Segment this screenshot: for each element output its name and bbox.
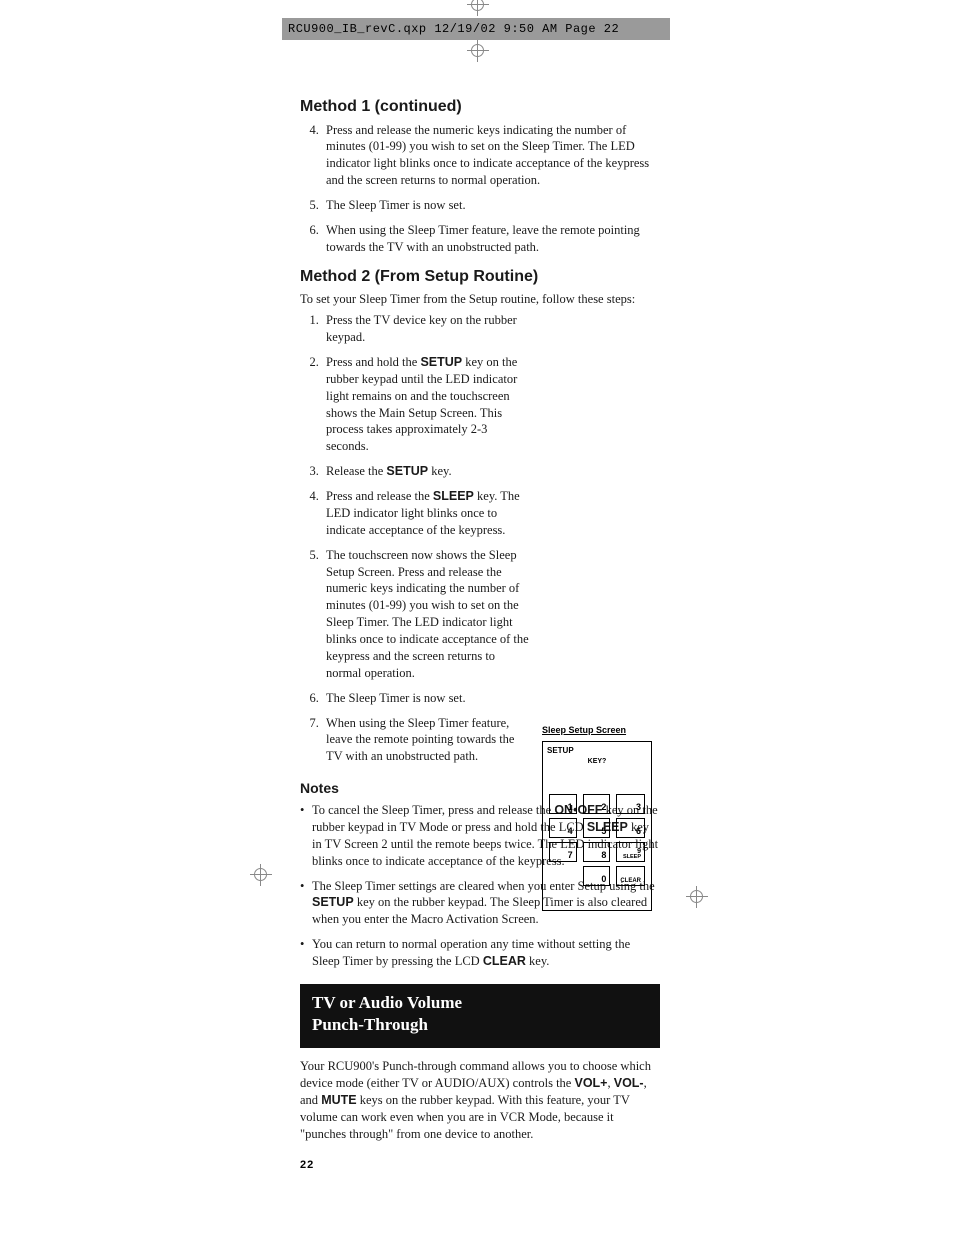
banner-line2: Punch-Through: [312, 1014, 648, 1036]
diagram-key-label: KEY?: [543, 758, 651, 765]
key-6: 6: [616, 818, 645, 838]
key-0: 0: [583, 866, 611, 886]
crop-mark-left: [250, 864, 272, 886]
list-item: The Sleep Timer is now set.: [322, 197, 660, 214]
mute-label: MUTE: [321, 1093, 356, 1107]
key-3: 3: [616, 794, 645, 814]
list-item: Press and release the SLEEP key. The LED…: [322, 488, 530, 539]
key-1: 1: [549, 794, 577, 814]
key-9-sleep: 9SLEEP: [616, 842, 645, 862]
list-item: When using the Sleep Timer feature, leav…: [322, 715, 530, 766]
diagram-screen: SETUP KEY? 1 2 3 4 5 6 7 8 9SLEEP 0 CLEA…: [542, 741, 652, 911]
page-number: 22: [300, 1159, 314, 1171]
list-item: You can return to normal operation any t…: [300, 936, 660, 970]
setup-key-label: SETUP: [420, 355, 462, 369]
list-item: The touchscreen now shows the Sleep Setu…: [322, 547, 530, 682]
page-content: Method 1 (continued) Press and release t…: [300, 96, 660, 1143]
key-2: 2: [583, 794, 611, 814]
list-item: Release the SETUP key.: [322, 463, 530, 480]
key-4: 4: [549, 818, 577, 838]
diagram-keypad: 1 2 3 4 5 6 7 8 9SLEEP 0 CLEAR: [549, 794, 645, 886]
list-item: When using the Sleep Timer feature, leav…: [322, 222, 660, 256]
list-item: The Sleep Timer is now set.: [322, 690, 530, 707]
volminus-label: VOL-: [614, 1076, 644, 1090]
method2-list: Press the TV device key on the rubber ke…: [300, 312, 530, 765]
sleep-key-label: SLEEP: [433, 489, 474, 503]
method2-heading: Method 2 (From Setup Routine): [300, 266, 660, 288]
diagram-caption: Sleep Setup Screen: [542, 725, 660, 735]
key-5: 5: [583, 818, 611, 838]
setup-key-label: SETUP: [312, 895, 354, 909]
diagram-setup-label: SETUP: [547, 746, 574, 755]
key-7: 7: [549, 842, 577, 862]
setup-key-label: SETUP: [386, 464, 428, 478]
list-item: Press and hold the SETUP key on the rubb…: [322, 354, 530, 455]
banner-line1: TV or Audio Volume: [312, 992, 648, 1014]
list-item: Press and release the numeric keys indic…: [322, 122, 660, 190]
method2-intro: To set your Sleep Timer from the Setup r…: [300, 291, 660, 308]
crop-mark-right: [686, 886, 708, 908]
crop-mark-bottom: [467, 0, 489, 16]
key-clear: CLEAR: [616, 866, 645, 886]
list-item: Press the TV device key on the rubber ke…: [322, 312, 530, 346]
sleep-setup-diagram: Sleep Setup Screen SETUP KEY? 1 2 3 4 5 …: [542, 725, 660, 911]
print-header-bar: RCU900_IB_revC.qxp 12/19/02 9:50 AM Page…: [282, 18, 670, 40]
method1-heading: Method 1 (continued): [300, 96, 660, 118]
clear-key-label: CLEAR: [483, 954, 526, 968]
punch-through-para: Your RCU900's Punch-through command allo…: [300, 1058, 660, 1142]
section-banner: TV or Audio Volume Punch-Through: [300, 984, 660, 1048]
method1-list: Press and release the numeric keys indic…: [300, 122, 660, 256]
volplus-label: VOL+: [574, 1076, 607, 1090]
key-8: 8: [583, 842, 611, 862]
crop-mark-top: [467, 40, 489, 62]
